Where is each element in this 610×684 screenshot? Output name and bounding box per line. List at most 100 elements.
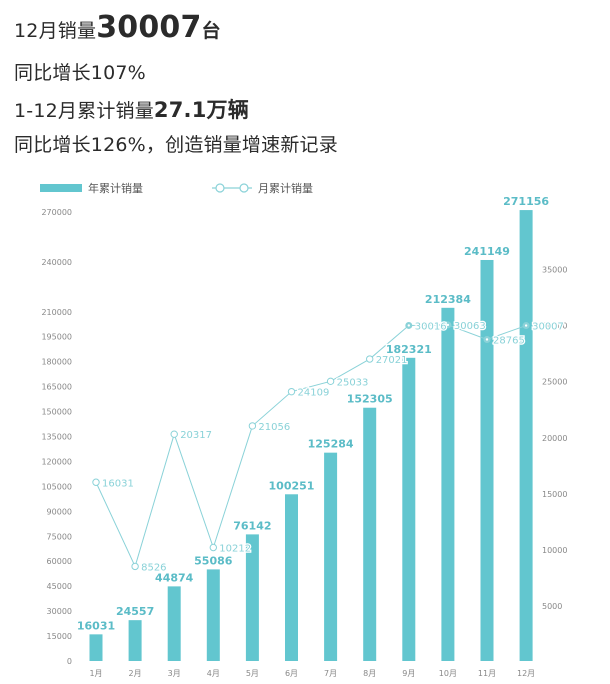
headline-monthly-sales: 12月销量30007台 — [14, 10, 221, 45]
legend-line-marker — [239, 183, 249, 193]
x-axis-tick: 5月 — [246, 669, 259, 678]
legend-bar-swatch — [40, 184, 82, 192]
right-axis-tick: 30000 — [542, 322, 567, 331]
right-axis-tick: 5000 — [542, 602, 562, 611]
x-axis-tick: 8月 — [363, 669, 376, 678]
bar-value-label: 152305 — [347, 393, 393, 406]
left-axis-tick: 75000 — [47, 532, 72, 541]
bar-value-label: 16031 — [77, 619, 115, 632]
monthly-sales-label: 12月销量 — [14, 20, 97, 42]
left-axis-tick: 120000 — [41, 457, 72, 466]
left-axis-tick: 0 — [67, 657, 72, 666]
line-point — [326, 377, 335, 386]
right-axis-tick: 10000 — [542, 546, 567, 555]
left-axis-tick: 45000 — [47, 582, 72, 591]
bar-value-label: 76142 — [233, 519, 271, 532]
left-axis-tick: 270000 — [41, 208, 72, 217]
x-axis-tick: 10月 — [439, 669, 457, 678]
bar — [285, 494, 298, 661]
legend-line-marker — [215, 183, 225, 193]
left-axis-tick: 240000 — [41, 258, 72, 267]
bar-value-label: 271156 — [503, 195, 549, 208]
x-axis-tick: 11月 — [478, 669, 496, 678]
bar-value-label: 125284 — [308, 438, 354, 451]
line-point-center — [524, 324, 528, 327]
line-point — [248, 422, 257, 430]
bar — [363, 407, 377, 661]
bar-value-label: 55086 — [194, 554, 233, 567]
right-axis-tick: 35000 — [542, 266, 567, 275]
line-value-label: 30016 — [415, 321, 447, 332]
line-point — [131, 562, 139, 571]
line-point-center — [485, 338, 489, 341]
bar — [167, 586, 181, 661]
left-axis-tick: 90000 — [47, 507, 72, 516]
right-axis-tick: 25000 — [542, 378, 567, 387]
bar-value-label: 182321 — [386, 343, 432, 356]
left-axis-tick: 150000 — [41, 408, 72, 417]
cumulative-sales-value: 27.1万辆 — [153, 98, 249, 122]
line-point — [92, 478, 100, 486]
bar-value-label: 100251 — [269, 479, 315, 492]
bar — [441, 307, 455, 661]
x-axis-tick: 1月 — [89, 669, 102, 678]
x-axis-tick: 2月 — [129, 669, 142, 678]
line-value-label: 25033 — [337, 377, 369, 388]
x-axis-tick: 4月 — [207, 669, 220, 678]
line-value-label: 24109 — [298, 388, 330, 399]
x-axis-tick: 12月 — [517, 669, 535, 678]
bar — [89, 634, 103, 661]
headline-cumulative-growth: 同比增长126%，创造销量增速新记录 — [14, 134, 338, 156]
bar-value-label: 24557 — [116, 605, 154, 618]
monthly-sales-line — [95, 324, 527, 568]
headline-cumulative-sales: 1-12月累计销量27.1万辆 — [14, 94, 249, 124]
line-value-label: 30007 — [532, 322, 564, 333]
right-axis-tick: 20000 — [542, 434, 567, 443]
line-value-label: 28765 — [493, 335, 525, 346]
line-value-label: 8526 — [141, 562, 166, 573]
left-axis-tick: 15000 — [47, 632, 72, 641]
left-axis-tick: 135000 — [41, 433, 72, 442]
line-point — [366, 355, 374, 363]
bar — [480, 259, 494, 661]
x-axis-tick: 7月 — [324, 669, 337, 678]
legend-bar-label: 年累计销量 — [88, 181, 143, 195]
line-value-label: 27021 — [376, 355, 408, 366]
sales-chart: 年累计销量 月累计销量 0 15000 30000 45000 60000 75000 9000… — [40, 181, 567, 678]
left-axis-tick: 105000 — [41, 482, 72, 491]
left-axis-tick: 30000 — [47, 607, 72, 616]
line-value-label: 20317 — [180, 430, 212, 441]
monthly-sales-value: 30007 — [96, 10, 202, 45]
bar-value-label: 241149 — [464, 245, 510, 258]
left-axis-tick: 60000 — [47, 557, 72, 566]
bar — [519, 210, 533, 661]
bar-value-label: 212384 — [425, 293, 471, 306]
left-axis-tick: 165000 — [41, 383, 72, 392]
line-value-label: 30063 — [454, 321, 486, 332]
legend-line-label: 月累计销量 — [258, 181, 313, 195]
monthly-sales-unit: 台 — [201, 20, 221, 42]
headline-monthly-growth: 同比增长107% — [14, 62, 146, 84]
line-point-center — [446, 323, 450, 327]
cumulative-sales-label: 1-12月累计销量 — [14, 100, 154, 122]
line-value-label: 21056 — [258, 422, 290, 433]
line-value-label: 10212 — [219, 543, 251, 554]
bar — [128, 620, 142, 661]
left-axis-tick: 180000 — [41, 358, 72, 367]
line-point — [170, 430, 178, 438]
bar — [206, 569, 220, 661]
line-point — [209, 543, 218, 552]
line-point — [287, 387, 296, 396]
line-value-label: 16031 — [102, 478, 134, 489]
x-axis-tick: 9月 — [402, 669, 415, 678]
bar — [245, 534, 259, 661]
right-axis-tick: 15000 — [542, 490, 567, 499]
x-axis-tick: 6月 — [285, 669, 298, 678]
bar — [324, 452, 338, 661]
left-axis-tick: 195000 — [41, 333, 72, 342]
line-point-center — [407, 324, 410, 327]
bar-value-label: 44874 — [155, 571, 194, 584]
x-axis-tick: 3月 — [168, 669, 181, 678]
bar — [402, 357, 416, 661]
left-axis-tick: 210000 — [41, 308, 72, 317]
